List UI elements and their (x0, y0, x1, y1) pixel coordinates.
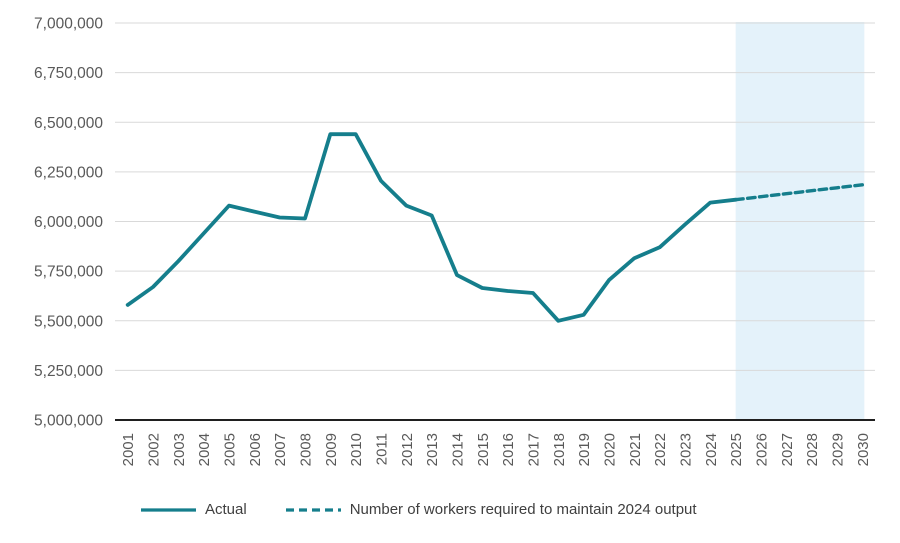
legend-item-projection: Number of workers required to maintain 2… (285, 501, 697, 518)
x-tick-label: 2013 (424, 433, 441, 466)
y-tick-label: 5,500,000 (34, 313, 103, 330)
x-tick-label: 2011 (374, 433, 391, 465)
x-tick-label: 2019 (576, 433, 593, 466)
y-tick-label: 5,250,000 (34, 363, 103, 380)
x-tick-label: 2006 (247, 433, 264, 466)
x-tick-label: 2021 (627, 433, 644, 466)
x-tick-label: 2010 (348, 433, 365, 466)
x-tick-label: 2008 (298, 433, 315, 466)
y-tick-label: 7,000,000 (34, 16, 103, 33)
x-tick-label: 2014 (450, 433, 467, 466)
x-tick-label: 2009 (323, 433, 340, 466)
x-tick-label: 2028 (804, 433, 821, 466)
x-tick-label: 2003 (171, 433, 188, 466)
x-tick-label: 2001 (120, 433, 137, 466)
x-tick-label: 2015 (475, 433, 492, 466)
legend-item-actual: Actual (140, 501, 247, 518)
x-tick-label: 2017 (526, 433, 543, 466)
x-tick-label: 2025 (728, 433, 745, 466)
y-tick-label: 5,000,000 (34, 413, 103, 430)
projection-line (734, 183, 864, 202)
x-tick-label: 2004 (196, 433, 213, 466)
x-tick-label: 2012 (399, 433, 416, 466)
dashed-line-swatch (285, 507, 341, 512)
y-tick-label: 5,750,000 (34, 264, 103, 281)
solid-line-swatch (141, 507, 196, 512)
y-tick-label: 6,750,000 (34, 65, 103, 82)
y-tick-label: 6,500,000 (34, 115, 103, 132)
x-tick-label: 2018 (551, 433, 568, 466)
x-tick-label: 2023 (678, 433, 695, 466)
actual-line (125, 132, 738, 323)
x-tick-label: 2020 (602, 433, 619, 466)
y-tick-label: 6,000,000 (34, 214, 103, 231)
legend-label-projection: Number of workers required to maintain 2… (349, 501, 697, 518)
x-tick-label: 2024 (703, 433, 720, 466)
x-tick-label: 2027 (779, 433, 796, 466)
x-tick-label: 2007 (272, 433, 289, 466)
x-tick-label: 2029 (830, 433, 847, 466)
x-tick-label: 2030 (855, 433, 872, 466)
y-tick-label: 6,250,000 (34, 164, 103, 181)
x-tick-label: 2026 (754, 433, 771, 466)
chart-legend: Actual Number of workers required to mai… (140, 501, 697, 518)
legend-label-actual: Actual (205, 501, 247, 518)
x-tick-label: 2002 (146, 433, 163, 466)
x-tick-label: 2005 (222, 433, 239, 466)
x-tick-label: 2022 (652, 433, 669, 466)
x-tick-label: 2016 (500, 433, 517, 466)
